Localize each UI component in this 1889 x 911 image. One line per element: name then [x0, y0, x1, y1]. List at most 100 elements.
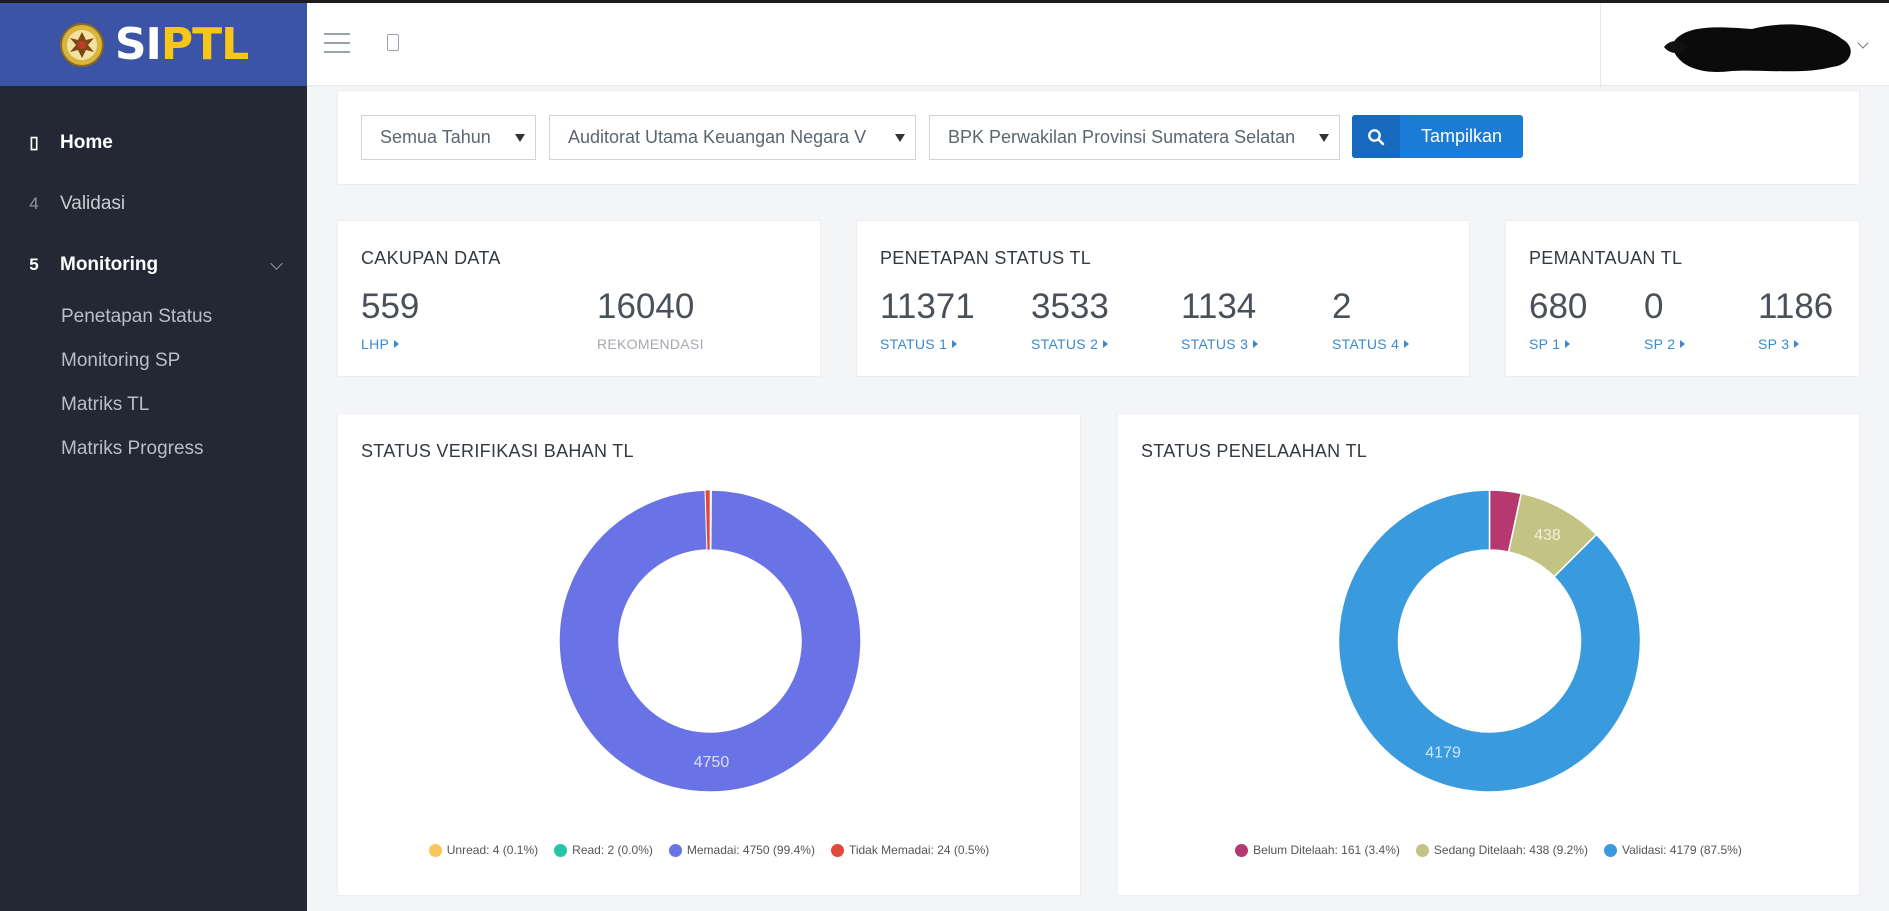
- topbar-divider: [1600, 3, 1601, 89]
- stat-sp-1[interactable]: 680 SP 1: [1529, 289, 1587, 352]
- monitoring-submenu: Penetapan Status Monitoring SP Matriks T…: [0, 295, 307, 471]
- chevron-down-icon: [270, 257, 283, 270]
- stat-link-lhp[interactable]: LHP: [361, 336, 419, 352]
- logo-ptl: PTL: [160, 19, 249, 70]
- data-label-sedang-ditelaah: 438: [1534, 527, 1561, 544]
- stat-sp-3[interactable]: 1186 SP 3: [1758, 289, 1833, 352]
- legend-item-belum-ditelaah[interactable]: Belum Ditelaah: 161 (3.4%): [1235, 843, 1400, 857]
- stat-status-3[interactable]: 1134 STATUS 3: [1181, 287, 1259, 352]
- stat-value: 11371: [880, 287, 975, 326]
- data-label-validasi: 4179: [1425, 745, 1461, 762]
- perwakilan-select[interactable]: BPK Perwakilan Provinsi Sumatera Selatan: [929, 115, 1340, 160]
- sidebar-subitem-penetapan-status[interactable]: Penetapan Status: [61, 306, 213, 327]
- stat-link-status-3[interactable]: STATUS 3: [1181, 336, 1259, 352]
- sidebar: SIPTL ▯ Home 4 Validasi 5 Monitoring Pen…: [0, 0, 307, 911]
- legend-label: Sedang Ditelaah: 438 (9.2%): [1433, 843, 1588, 857]
- sidebar-item-home[interactable]: ▯ Home: [0, 112, 307, 173]
- legend-item-tidak-memadai[interactable]: Tidak Memadai: 24 (0.5%): [830, 843, 990, 857]
- chart-legend: Unread: 4 (0.1%) Read: 2 (0.0%) Memadai: 4…: [338, 843, 1080, 857]
- garuda-emblem-icon: [59, 22, 104, 67]
- legend-item-validasi[interactable]: Validasi: 4179 (87.5%): [1604, 843, 1742, 857]
- stat-link-sp-2[interactable]: SP 2: [1644, 336, 1686, 352]
- stat-lhp[interactable]: 559 LHP: [361, 289, 419, 352]
- stat-label-rekomendasi: REKOMENDASI: [597, 336, 704, 352]
- sidebar-item-validasi[interactable]: 4 Validasi: [0, 173, 307, 234]
- validasi-icon: 4: [29, 193, 39, 213]
- stat-rekomendasi: 16040 REKOMENDASI: [597, 289, 704, 352]
- legend-label: Validasi: 4179 (87.5%): [1622, 843, 1742, 857]
- logo-si: SI: [114, 19, 162, 70]
- legend-swatch: [428, 843, 442, 857]
- stat-value: 16040: [597, 287, 695, 326]
- monitoring-icon: 5: [29, 254, 39, 274]
- tampilkan-button-label: Tampilkan: [1420, 126, 1503, 146]
- donut-slice-memadai[interactable]: [558, 489, 862, 793]
- chart-title: STATUS VERIFIKASI BAHAN TL: [361, 441, 634, 461]
- status-verifikasi-card: STATUS VERIFIKASI BAHAN TL 4750 Unread: …: [337, 413, 1081, 896]
- cakupan-data-card: CAKUPAN DATA 559 LHP 16040 REKOMENDASI: [337, 220, 821, 377]
- stat-value: 680: [1529, 287, 1588, 326]
- sidebar-nav: ▯ Home 4 Validasi 5 Monitoring Penetapan…: [0, 86, 307, 471]
- search-icon: [1352, 115, 1400, 158]
- tampilkan-button[interactable]: Tampilkan: [1352, 115, 1523, 158]
- stat-value: 559: [361, 287, 420, 326]
- stat-link-status-1[interactable]: STATUS 1: [880, 336, 975, 352]
- sidebar-item-monitoring[interactable]: 5 Monitoring: [0, 234, 307, 295]
- chart-title: STATUS PENELAAHAN TL: [1141, 441, 1368, 461]
- stat-sp-2[interactable]: 0 SP 2: [1644, 287, 1686, 352]
- donut-slice-tidak-memadai[interactable]: [704, 489, 711, 551]
- sidebar-subitem-matriks-tl[interactable]: Matriks TL: [61, 394, 150, 415]
- status-penelaahan-donut: 438 4179: [1337, 489, 1642, 793]
- legend-item-sedang-ditelaah[interactable]: Sedang Ditelaah: 438 (9.2%): [1415, 843, 1588, 857]
- hamburger-icon[interactable]: [324, 33, 350, 60]
- stat-card-title: CAKUPAN DATA: [361, 248, 501, 268]
- stat-status-1[interactable]: 11371 STATUS 1: [880, 289, 975, 352]
- sidebar-item-label: Monitoring: [60, 253, 159, 275]
- sidebar-item-label: Validasi: [60, 192, 126, 214]
- stat-link-status-2[interactable]: STATUS 2: [1031, 336, 1109, 352]
- status-penelaahan-card: STATUS PENELAAHAN TL 438 4179 Belum Ditel…: [1117, 413, 1860, 896]
- caret-right-icon: [1253, 340, 1259, 348]
- stat-value: 3533: [1031, 287, 1109, 326]
- topbar: [307, 0, 1889, 89]
- caret-right-icon: [1103, 340, 1109, 348]
- auditorat-select[interactable]: Auditorat Utama Keuangan Negara V: [549, 115, 916, 160]
- legend-swatch: [1235, 843, 1249, 857]
- penetapan-status-card: PENETAPAN STATUS TL 11371 STATUS 1 3533 …: [856, 220, 1470, 377]
- caret-down-icon: [895, 134, 905, 142]
- document-icon[interactable]: [387, 34, 399, 51]
- stat-value: 1134: [1181, 287, 1257, 326]
- legend-swatch: [1604, 843, 1617, 857]
- legend-swatch: [830, 843, 844, 857]
- stat-value: 0: [1644, 287, 1664, 326]
- chart-legend: Belum Ditelaah: 161 (3.4%) Sedang Ditelaa…: [1118, 843, 1859, 857]
- legend-swatch: [1415, 843, 1429, 857]
- filter-card: Semua Tahun Auditorat Utama Keuangan Neg…: [337, 90, 1860, 185]
- perwakilan-select-value: BPK Perwakilan Provinsi Sumatera Selatan: [948, 127, 1296, 147]
- caret-right-icon: [952, 340, 958, 348]
- stat-link-status-4[interactable]: STATUS 4: [1332, 336, 1410, 352]
- stat-value: 1186: [1758, 287, 1834, 326]
- caret-down-icon: [1319, 134, 1329, 142]
- status-verifikasi-donut: 4750: [558, 489, 862, 793]
- sidebar-subitem-matriks-progress[interactable]: Matriks Progress: [61, 438, 204, 459]
- stat-status-4[interactable]: 2 STATUS 4: [1332, 287, 1410, 352]
- legend-item-unread[interactable]: Unread: 4 (0.1%): [428, 843, 538, 857]
- stat-card-title: PENETAPAN STATUS TL: [880, 248, 1092, 268]
- stat-link-sp-1[interactable]: SP 1: [1529, 336, 1587, 352]
- legend-swatch: [668, 843, 682, 857]
- legend-label: Memadai: 4750 (99.4%): [686, 843, 815, 857]
- donut-slice-validasi[interactable]: [1337, 489, 1642, 793]
- legend-item-read[interactable]: Read: 2 (0.0%): [554, 843, 653, 857]
- redacted-user-avatar[interactable]: [1662, 17, 1862, 77]
- stat-status-2[interactable]: 3533 STATUS 2: [1031, 289, 1109, 352]
- legend-label: Tidak Memadai: 24 (0.5%): [848, 843, 990, 857]
- legend-label: Belum Ditelaah: 161 (3.4%): [1253, 843, 1400, 857]
- brand-logo[interactable]: SIPTL: [0, 0, 307, 86]
- stat-link-sp-3[interactable]: SP 3: [1758, 336, 1833, 352]
- year-select[interactable]: Semua Tahun: [361, 115, 536, 160]
- pemantauan-tl-card: PEMANTAUAN TL 680 SP 1 0 SP 2 1186 SP 3: [1505, 220, 1860, 377]
- stat-value: 2: [1332, 287, 1352, 326]
- sidebar-subitem-monitoring-sp[interactable]: Monitoring SP: [61, 350, 181, 371]
- legend-item-memadai[interactable]: Memadai: 4750 (99.4%): [668, 843, 815, 857]
